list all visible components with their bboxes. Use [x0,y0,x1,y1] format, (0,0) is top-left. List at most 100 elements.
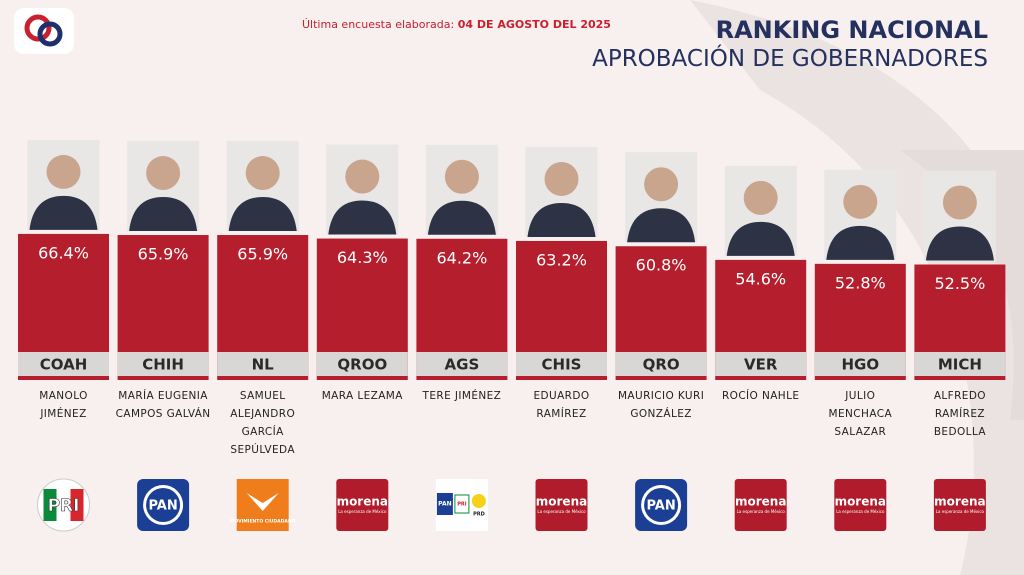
photo-body [427,200,496,235]
party-text: PRI [48,496,80,516]
photo-head [544,161,579,196]
survey-line: Última encuesta elaborada: 04 DE AGOSTO … [302,18,611,31]
photo-body [726,221,795,256]
photo-head [743,180,778,215]
photo-head [46,154,81,189]
party-logo [246,493,279,511]
governor-name: MARÍA EUGENIA CAMPOS GALVÁN [115,390,211,420]
party-text: La esperanza de México [836,509,885,514]
party-text: PRD [473,512,485,518]
party-text: La esperanza de México [537,509,586,514]
party-logo [454,494,470,514]
photo-head [942,185,977,220]
value-label: 60.8% [636,256,687,275]
governor-name: MAURICIO KURI GONZÁLEZ [617,390,705,420]
governor-name: MARA LEZAMA [321,390,403,402]
value-label: 66.4% [38,243,89,262]
photo-body [925,226,994,261]
party-logo [535,479,588,531]
category-label: QROO [337,356,387,374]
governor-name: EDUARDO RAMÍREZ [533,390,590,420]
party-text: PAN [646,499,675,514]
logo-box [14,8,74,54]
party-logo [146,488,181,522]
party-logo [436,493,453,515]
category-label: QRO [643,356,680,374]
party-logo [734,479,787,531]
party-text: PAN [438,501,452,508]
logo-mark [37,21,63,47]
category-band [316,352,408,376]
value-label: 63.2% [536,250,587,269]
photo-head [843,184,878,219]
photo-body [129,197,198,232]
category-label: HGO [841,356,879,374]
party-text: La esperanza de México [936,509,985,514]
photo-body [826,225,895,260]
value-label: 65.9% [138,245,189,264]
photo-body [527,202,596,237]
category-band [217,352,309,376]
party-text: PAN [148,499,177,514]
governor-name: JULIO MENCHACA SALAZAR [828,390,893,438]
value-label: 64.2% [436,248,487,267]
governor-name: MANOLO JIMÉNEZ [39,390,88,420]
party-text: MOVIMIENTO CIUDADANO [230,519,296,525]
party-text: morena [934,495,985,509]
category-label: VER [744,356,778,374]
photo-body [328,200,397,235]
category-band [914,352,1006,376]
party-logo [336,479,389,531]
photo-head [644,167,679,202]
value-label: 65.9% [237,245,288,264]
title: RANKING NACIONAL [715,16,988,44]
party-text: morena [835,495,886,509]
party-text: La esperanza de México [737,509,786,514]
category-label: COAH [40,356,88,374]
party-logo [70,489,84,521]
category-label: AGS [445,356,480,374]
category-label: CHIS [542,356,582,374]
governor-name: ROCÍO NAHLE [721,390,800,402]
photo-head [444,159,479,194]
photo-body [29,195,98,230]
category-band [615,352,707,376]
category-band [117,352,209,376]
photo-body [228,197,297,232]
category-band [18,352,109,376]
logo-mark [24,14,52,42]
party-text: PRI [457,502,467,508]
party-text: La esperanza de México [338,509,387,514]
category-band [715,352,807,376]
party-logo [43,489,57,521]
value-label: 54.6% [735,269,786,288]
survey-date: 04 DE AGOSTO DEL 2025 [457,18,611,31]
category-band [416,352,508,376]
subtitle: APROBACIÓN DE GOBERNADORES [592,46,988,72]
photo-head [245,156,280,191]
bg-shape [690,0,1024,575]
party-text: morena [337,495,388,509]
party-logo [471,494,486,508]
photo-head [345,159,380,194]
governor-name: ALFREDO RAMÍREZ BEDOLLA [933,390,986,438]
party-logo [644,488,679,522]
value-label: 52.5% [934,274,985,293]
governor-name: SAMUEL ALEJANDRO GARCÍA SEPÚLVEDA [230,390,296,456]
category-label: CHIH [142,356,184,374]
party-text: morena [536,495,587,509]
category-label: MICH [938,356,982,374]
party-logo [834,479,887,531]
photo-body [627,208,696,243]
photo-head [146,156,181,191]
survey-label: Última encuesta elaborada: [302,18,455,31]
value-label: 64.3% [337,248,388,267]
value-label: 52.8% [835,273,886,292]
governor-name: TERE JIMÉNEZ [422,390,502,402]
party-logo [933,479,986,531]
party-text: morena [735,495,786,509]
category-band [516,352,607,376]
category-label: NL [252,356,275,374]
